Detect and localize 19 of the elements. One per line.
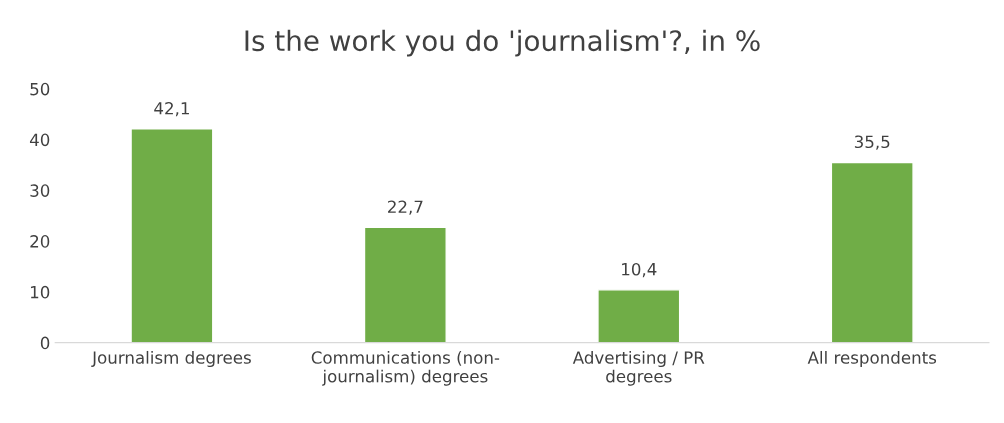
y-tick-label: 0: [40, 336, 50, 350]
data-label: 10,4: [622, 262, 657, 278]
y-tick-label: 10: [30, 285, 50, 299]
x-tick-label: Advertising / PR degrees: [572, 350, 705, 386]
x-tick-label: Journalism degrees: [91, 350, 251, 368]
y-tick-label: 20: [30, 235, 50, 248]
data-label: 22,7: [388, 200, 423, 215]
bar: [130, 128, 214, 343]
x-tick-label: Communications (non- journalism) degrees: [311, 350, 500, 386]
y-tick-label: 40: [29, 133, 50, 147]
x-tick-label: All respondents: [807, 350, 937, 368]
bar: [830, 161, 914, 343]
bar: [597, 289, 681, 343]
data-label: 35,5: [854, 135, 890, 150]
y-tick-label: 50: [30, 82, 50, 96]
chart-title: Is the work you do 'journalism'?, in %: [245, 29, 760, 57]
bar: [363, 226, 447, 343]
data-label: 42,1: [154, 101, 189, 117]
y-tick-label: 30: [30, 184, 50, 197]
